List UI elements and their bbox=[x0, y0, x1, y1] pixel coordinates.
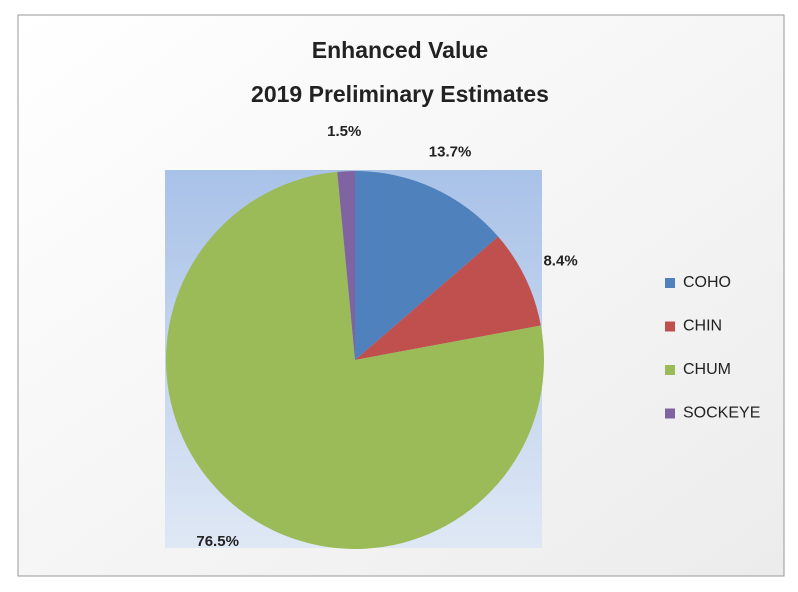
legend-swatch bbox=[665, 408, 675, 419]
data-label: 76.5% bbox=[196, 533, 239, 550]
pie-slice bbox=[355, 171, 499, 360]
pie-slice bbox=[166, 171, 545, 549]
chart-subtitle: 2019 Preliminary Estimates bbox=[251, 81, 549, 107]
pie-slice bbox=[355, 236, 541, 360]
legend-label: CHIN bbox=[683, 318, 722, 335]
data-label: 13.7% bbox=[429, 144, 472, 161]
pie-slice bbox=[337, 171, 355, 360]
legend-swatch bbox=[665, 321, 675, 332]
legend-label: COHO bbox=[683, 274, 731, 291]
legend-swatch bbox=[665, 365, 675, 375]
data-label: 8.4% bbox=[543, 252, 577, 269]
legend-swatch bbox=[665, 278, 675, 288]
data-label: 1.5% bbox=[327, 123, 361, 140]
chart-title: Enhanced Value bbox=[312, 37, 488, 63]
legend-label: CHUM bbox=[683, 361, 731, 378]
legend-label: SOCKEYE bbox=[683, 405, 760, 422]
